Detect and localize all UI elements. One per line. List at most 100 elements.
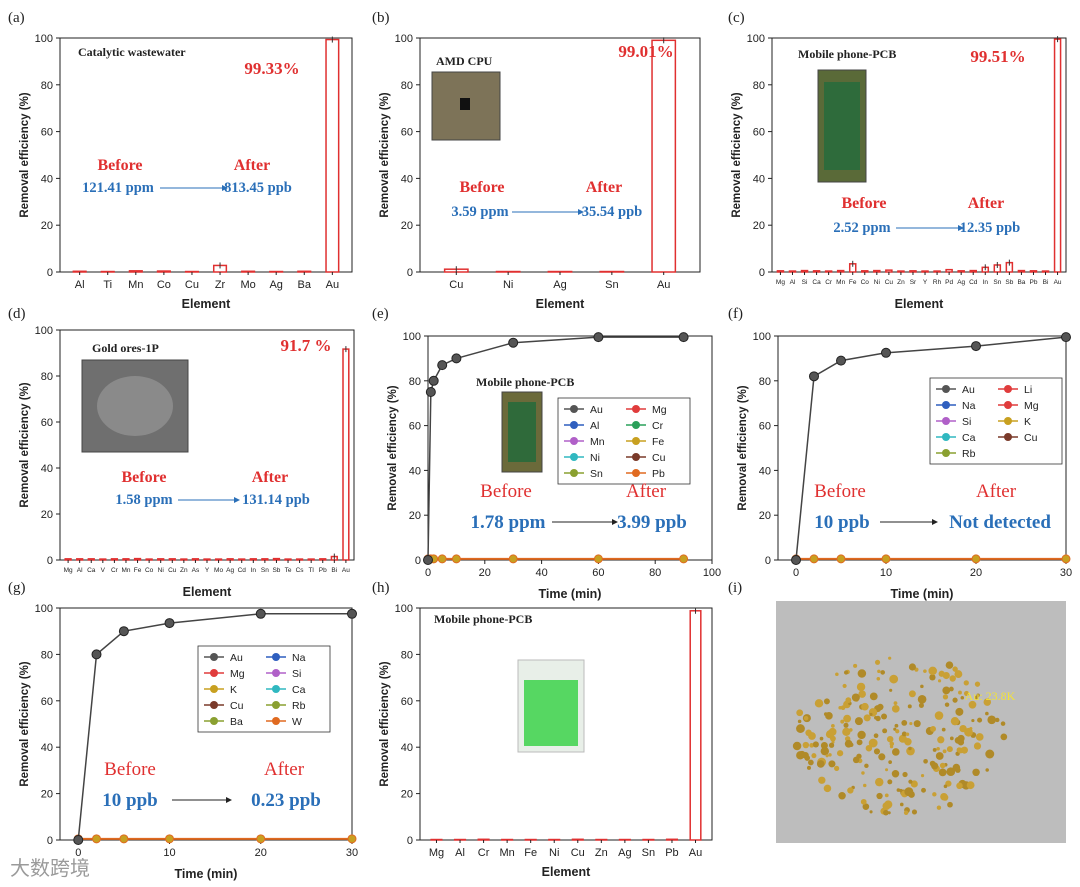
efficiency-highlight: 99.33% <box>244 59 299 78</box>
gold-flake <box>873 742 878 746</box>
before-label: Before <box>841 195 886 212</box>
gold-flake <box>863 783 867 788</box>
gold-flake <box>840 719 845 724</box>
flat-series-point <box>971 554 981 564</box>
y-axis-label: Removal efficiency (%) <box>379 661 391 786</box>
x-tick-label: Ca <box>812 279 821 286</box>
cpu-die <box>460 98 470 110</box>
gold-flake <box>889 741 895 747</box>
gold-flake <box>876 677 881 681</box>
gold-flake <box>834 765 840 771</box>
x-tick-label: Mo <box>214 567 223 574</box>
gold-flake <box>934 711 944 720</box>
y-tick-label: 100 <box>35 325 53 337</box>
gold-flake <box>797 719 802 724</box>
y-tick-label: 100 <box>35 603 53 615</box>
legend-label-Si: Si <box>292 668 301 680</box>
bar-Sn <box>261 558 269 561</box>
x-axis-label: Time (min) <box>175 867 238 881</box>
y-tick-label: 80 <box>401 649 413 661</box>
legend-label-K: K <box>230 684 237 696</box>
gold-flake <box>907 704 912 709</box>
gold-flake <box>923 758 928 764</box>
gold-flake <box>969 727 973 731</box>
x-tick-label: Pb <box>1029 279 1037 286</box>
x-tick-label: Al <box>75 279 85 291</box>
pcb-board <box>508 402 536 462</box>
gold-flake <box>881 713 888 720</box>
x-axis-label: Element <box>536 297 585 311</box>
x-tick-label: Al <box>455 847 465 859</box>
gold-flake <box>798 750 806 758</box>
bar-Tl <box>307 558 315 561</box>
gold-flake <box>920 684 924 689</box>
y-tick-label: 0 <box>759 267 765 279</box>
panel-label: (i) <box>728 580 742 596</box>
legend-marker <box>570 453 578 461</box>
bar-Cr <box>110 558 119 561</box>
x-tick-label: 20 <box>255 847 267 859</box>
legend-label-W: W <box>292 716 302 728</box>
gold-flake <box>958 690 962 695</box>
gold-flake <box>932 747 937 752</box>
panel-label: (f) <box>728 306 743 322</box>
gold-flake <box>972 768 980 777</box>
gold-flake <box>908 690 916 698</box>
legend-marker <box>942 401 950 409</box>
x-tick-label: Al <box>77 567 83 574</box>
legend-marker <box>272 717 280 725</box>
y-tick-label: 100 <box>35 33 53 45</box>
legend-marker <box>570 405 578 413</box>
x-tick-label: Ni <box>874 279 880 286</box>
gold-flake <box>942 671 950 680</box>
flat-series-point <box>679 554 689 564</box>
bar-Cu <box>168 558 176 561</box>
data-point-Au <box>255 608 266 619</box>
gold-flake <box>963 690 970 696</box>
y-axis-label: Removal efficiency (%) <box>379 92 391 217</box>
legend-label-Ca: Ca <box>292 684 306 696</box>
legend-label-Mg: Mg <box>1024 400 1039 412</box>
bar-Ba <box>1017 269 1026 273</box>
gold-flake <box>923 669 927 673</box>
legend-label-Ni: Ni <box>590 452 600 464</box>
bar-Mg <box>776 270 785 273</box>
y-tick-label: 0 <box>47 835 53 847</box>
y-tick-label: 60 <box>41 696 53 708</box>
x-tick-label: 10 <box>880 567 892 579</box>
bar-Cd <box>238 558 246 561</box>
gold-flake <box>828 727 837 736</box>
gold-flake <box>865 744 873 752</box>
panel-title: Catalytic wastewater <box>78 45 186 59</box>
panel-title: Mobile phone-PCB <box>434 612 532 626</box>
gold-flake <box>918 702 924 708</box>
y-tick-label: 20 <box>401 220 413 232</box>
y-tick-label: 60 <box>401 696 413 708</box>
gold-flake <box>884 793 889 798</box>
gold-flake <box>942 694 949 700</box>
flat-series-point <box>119 834 129 844</box>
x-tick-label: Te <box>285 567 292 574</box>
bar-Co <box>861 270 869 273</box>
x-tick-label: Au <box>342 567 350 574</box>
x-tick-label: Ag <box>553 279 566 291</box>
x-tick-label: Pd <box>945 279 953 286</box>
panel-label: (a) <box>8 10 25 26</box>
legend-label-Pb: Pb <box>652 468 665 480</box>
gold-flake <box>957 734 965 742</box>
y-tick-label: 0 <box>407 267 413 279</box>
gold-flake <box>875 777 884 787</box>
y-tick-label: 60 <box>41 127 53 139</box>
x-tick-label: Ti <box>103 279 112 291</box>
gold-flake <box>963 680 969 686</box>
flat-series-point <box>437 554 447 564</box>
x-tick-label: Mo <box>240 279 255 291</box>
gold-flake <box>896 788 901 792</box>
bar-Mo <box>214 558 223 561</box>
bar-Ni <box>157 558 165 561</box>
legend-marker <box>210 669 218 677</box>
gold-flake <box>854 717 863 726</box>
gold-flake <box>937 679 942 683</box>
gold-flake <box>888 760 893 764</box>
legend-label-Ba: Ba <box>230 716 243 728</box>
